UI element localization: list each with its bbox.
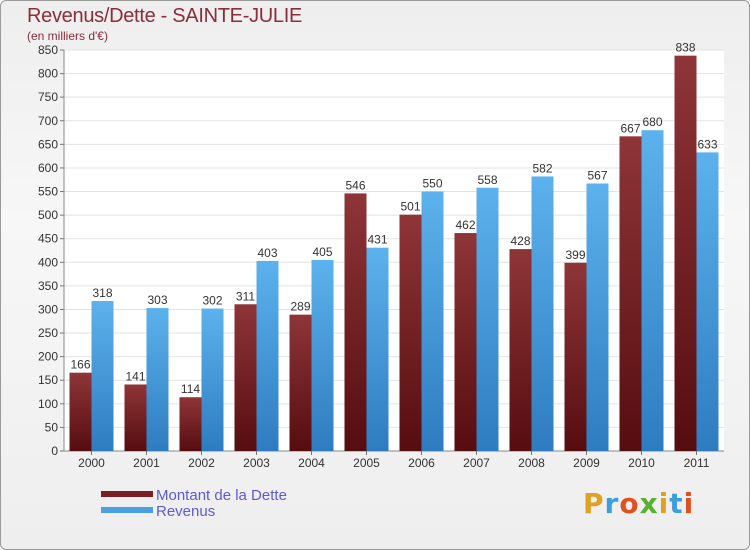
data-label: 582 (532, 161, 552, 175)
bar-dette (234, 304, 257, 451)
data-label: 289 (290, 300, 310, 314)
bar-revenus (201, 308, 224, 451)
data-label: 303 (147, 293, 167, 307)
x-tick-label: 2004 (298, 456, 325, 470)
data-label: 567 (587, 169, 607, 183)
bar-revenus (311, 259, 334, 451)
y-tick-label: 600 (38, 161, 58, 175)
data-label: 501 (400, 200, 420, 214)
bar-revenus (696, 152, 719, 452)
chart-title: Revenus/Dette - SAINTE-JULIE (27, 5, 303, 27)
y-tick-label: 400 (38, 255, 58, 269)
x-tick-label: 2003 (243, 456, 270, 470)
bar-dette (344, 193, 367, 451)
y-tick-label: 50 (45, 420, 59, 434)
bar-revenus (531, 176, 554, 452)
bar-dette (124, 384, 147, 451)
data-label: 431 (367, 233, 387, 247)
y-tick-label: 200 (38, 350, 58, 364)
y-tick-label: 800 (38, 67, 58, 81)
y-tick-label: 550 (38, 185, 58, 199)
logo-letter: t (669, 487, 684, 520)
data-label: 405 (312, 245, 332, 259)
logo-letter: i (658, 487, 670, 520)
logo-letter: o (619, 487, 640, 520)
bar-dette (674, 55, 697, 452)
bar-dette (289, 314, 312, 451)
y-tick-label: 100 (38, 397, 58, 411)
data-label: 667 (620, 121, 640, 135)
y-tick-label: 0 (51, 444, 58, 458)
bar-revenus (91, 300, 114, 451)
y-tick-label: 850 (38, 43, 58, 57)
data-label: 546 (345, 178, 365, 192)
data-label: 114 (181, 382, 200, 396)
bar-dette (179, 397, 202, 451)
data-label: 311 (236, 289, 255, 303)
data-label: 680 (642, 115, 662, 129)
bar-dette (619, 136, 642, 451)
proxiti-logo: Proxiti (583, 487, 694, 520)
x-tick-label: 2007 (463, 456, 490, 470)
data-label: 403 (257, 246, 277, 260)
x-tick-label: 2006 (408, 456, 435, 470)
legend-swatch-revenus (101, 507, 153, 513)
bar-dette (69, 372, 92, 451)
y-tick-label: 250 (38, 326, 58, 340)
logo-letter: i (683, 487, 695, 520)
data-label: 558 (477, 173, 497, 187)
bar-dette (454, 233, 477, 451)
y-tick-label: 150 (38, 373, 58, 387)
x-tick-label: 2010 (628, 456, 655, 470)
y-tick-label: 450 (38, 232, 58, 246)
data-label: 428 (510, 234, 530, 248)
bar-revenus (421, 191, 444, 451)
bar-revenus (476, 187, 499, 451)
y-tick-label: 300 (38, 302, 58, 316)
x-tick-label: 2001 (133, 456, 160, 470)
y-tick-label: 700 (38, 114, 58, 128)
logo-letter: x (639, 487, 659, 520)
bar-revenus (366, 247, 389, 451)
bar-dette (564, 262, 587, 451)
chart-subtitle: (en milliers d'€) (27, 29, 108, 43)
legend-label-dette: Montant de la Dette (156, 487, 287, 504)
x-tick-label: 2000 (78, 456, 105, 470)
y-tick-label: 350 (38, 279, 58, 293)
data-label: 550 (422, 177, 442, 191)
x-tick-label: 2002 (188, 456, 215, 470)
x-tick-label: 2011 (684, 456, 710, 470)
bar-dette (509, 249, 532, 451)
logo-letter: r (604, 487, 620, 520)
data-label: 399 (565, 248, 585, 262)
data-label: 462 (455, 218, 475, 232)
data-label: 166 (70, 358, 90, 372)
data-label: 838 (675, 41, 695, 55)
bar-revenus (586, 183, 609, 452)
y-tick-label: 750 (38, 90, 58, 104)
bar-revenus (256, 260, 279, 451)
x-tick-label: 2009 (573, 456, 600, 470)
y-tick-label: 650 (38, 137, 58, 151)
y-tick-label: 500 (38, 208, 58, 222)
data-label: 633 (697, 137, 717, 151)
data-label: 141 (125, 369, 145, 383)
legend-label-revenus: Revenus (156, 503, 216, 520)
legend-swatch-dette (101, 491, 153, 497)
bar-dette (399, 214, 422, 451)
bar-revenus (641, 130, 664, 451)
data-label: 302 (202, 294, 222, 308)
logo-letter: P (583, 487, 605, 520)
data-label: 318 (92, 286, 112, 300)
x-tick-label: 2008 (518, 456, 545, 470)
plot-area (64, 50, 724, 451)
x-tick-label: 2005 (353, 456, 380, 470)
bar-revenus (146, 308, 169, 451)
